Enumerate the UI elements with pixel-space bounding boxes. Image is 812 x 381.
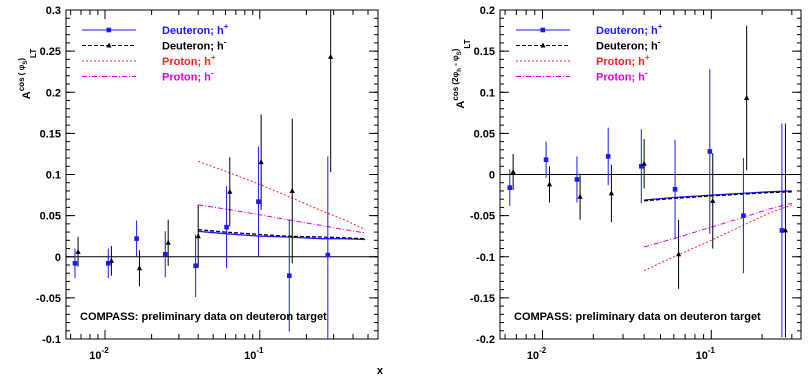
chart-panel-1: -0.1 -0.05 0 0.05 0.1 0.15 0.2 0.25 0.3 10-2 10-1 A…: [17, 5, 384, 377]
legend-label: Deuteron; h+: [596, 22, 663, 37]
data-point-triangle: [289, 187, 295, 193]
curve-deuteron-hplus: [198, 230, 366, 241]
data-point-square: [707, 149, 713, 154]
data-point-square: [639, 163, 644, 169]
curve-deuteron-hminus: [198, 228, 366, 240]
data-point-triangle: [577, 193, 583, 199]
chart-panel-2: -0.2 -0.15 -0.1 -0.05 0 0.05 0.1 0.15 0.2 10-2 10-…: [451, 5, 802, 362]
data-point-triangle: [258, 159, 264, 165]
y-tick-label: 0.2: [480, 5, 495, 17]
y-tick-label: 0.25: [40, 46, 61, 58]
legend-label: Deuteron; h-: [162, 38, 227, 53]
legend-marker-triangle: [540, 42, 546, 48]
y-tick-label: -0.05: [36, 293, 61, 305]
data-point-square: [779, 228, 785, 233]
annotation-text: COMPASS: preliminary data on deuteron ta…: [514, 311, 761, 323]
data-point-triangle: [546, 181, 553, 187]
curve-proton-hplus: [643, 204, 792, 272]
data-point-square: [507, 185, 513, 190]
y-tick-label: 0.15: [474, 46, 495, 58]
legend-label: Proton; h-: [596, 69, 648, 84]
data-point-triangle: [641, 160, 647, 166]
curve-deuteron-hplus: [644, 190, 792, 201]
y-tick-label: 0.1: [480, 87, 495, 99]
data-point-triangle: [744, 95, 750, 101]
data-point-triangle: [195, 233, 201, 239]
data-point-triangle: [675, 251, 682, 257]
y-tick-label: -0.1: [42, 334, 61, 346]
data-point-square: [193, 263, 198, 269]
y-tick-label: 0.15: [40, 128, 61, 140]
y-tick-label: -0.2: [476, 334, 495, 346]
data-point-square: [543, 157, 549, 162]
data-point-triangle: [108, 257, 114, 263]
curve-proton-hminus: [198, 204, 366, 234]
data-point-square: [105, 261, 111, 266]
data-point-square: [162, 251, 168, 257]
y-tick-label: 0: [55, 252, 61, 264]
x-tick-label: 10-1: [244, 346, 264, 362]
y-tick-label: -0.1: [476, 252, 495, 264]
y-tick-label: 0: [489, 170, 495, 182]
legend-label: Deuteron; h-: [596, 38, 661, 53]
y-axis-label: Acos (2φh - φS)LT: [451, 39, 472, 108]
curve-proton-hminus: [643, 202, 792, 248]
x-tick-label: 10-2: [527, 346, 547, 362]
data-point-triangle: [328, 53, 334, 59]
data-point-triangle: [165, 239, 171, 245]
legend-label: Proton; h-: [162, 69, 214, 84]
x-tick-label: 10-2: [89, 346, 109, 362]
y-tick-label: 0.3: [46, 5, 61, 17]
data-point-square: [256, 199, 261, 204]
legend-marker-square: [106, 27, 112, 33]
plot-frame: [65, 9, 379, 340]
y-axis-label: Acos ( φS)LT: [17, 49, 38, 100]
legend-label: Proton; h+: [162, 53, 216, 68]
data-point-triangle: [136, 265, 143, 271]
data-point-square: [605, 154, 611, 159]
curve-deuteron-hminus: [644, 191, 792, 202]
data-point-triangle: [227, 188, 233, 194]
x-tick-label: 10-1: [696, 346, 716, 362]
curve-proton-hplus: [198, 160, 366, 231]
y-tick-label: 0.05: [474, 128, 495, 140]
annotation-text: COMPASS: preliminary data on deuteron ta…: [80, 311, 327, 323]
data-point-triangle: [782, 227, 789, 233]
y-tick-label: -0.15: [470, 293, 495, 305]
y-tick-label: 0.05: [40, 211, 61, 223]
data-point-triangle: [710, 197, 716, 203]
data-point-square: [134, 236, 139, 241]
data-point-square: [325, 252, 331, 258]
data-point-triangle: [75, 248, 81, 254]
legend-label: Proton; h+: [596, 53, 650, 68]
data-point-square: [286, 273, 292, 278]
data-point-triangle: [608, 190, 615, 196]
legend-label: Deuteron; h+: [162, 22, 229, 37]
x-axis-label: x: [377, 365, 384, 377]
y-tick-label: -0.05: [470, 211, 495, 223]
data-point-square: [72, 261, 78, 266]
data-point-square: [574, 177, 580, 182]
data-point-square: [672, 187, 678, 192]
data-point-square: [741, 213, 746, 218]
legend-marker-square: [540, 27, 546, 33]
y-tick-label: 0.2: [46, 87, 61, 99]
legend-marker-triangle: [106, 42, 112, 48]
data-point-triangle: [510, 169, 516, 175]
data-point-square: [224, 224, 229, 230]
y-tick-label: 0.1: [46, 170, 61, 182]
